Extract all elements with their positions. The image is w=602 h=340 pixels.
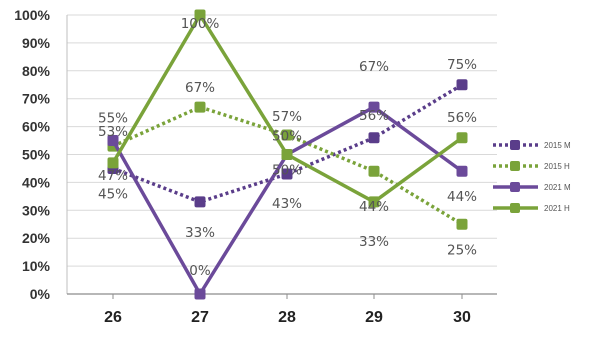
y-tick-label: 70% bbox=[22, 91, 51, 107]
data-point-2021-h bbox=[107, 157, 119, 169]
data-label: 44% bbox=[447, 189, 477, 205]
legend-marker bbox=[510, 161, 520, 171]
x-axis: 26 27 28 29 30 bbox=[67, 293, 497, 326]
legend-label: 2015 M bbox=[544, 141, 571, 150]
data-label: 25% bbox=[447, 242, 477, 258]
y-axis: 0% 10% 20% 30% 40% 50% 60% 70% 80% 90% 100% bbox=[14, 7, 68, 302]
legend-label: 2021 M bbox=[544, 183, 571, 192]
data-point-2015-h bbox=[456, 218, 468, 230]
data-label: 56% bbox=[447, 110, 477, 126]
data-label: 67% bbox=[359, 59, 389, 75]
data-label: 57% bbox=[272, 109, 302, 125]
data-label: 67% bbox=[185, 80, 215, 96]
y-tick-label: 80% bbox=[22, 63, 51, 79]
data-label: 33% bbox=[359, 234, 389, 250]
data-label: 44% bbox=[359, 199, 389, 215]
data-label: 100% bbox=[181, 16, 220, 32]
data-label: 45% bbox=[98, 186, 128, 202]
y-tick-label: 100% bbox=[14, 7, 50, 23]
data-label: 50% bbox=[272, 163, 302, 179]
legend-label: 2021 H bbox=[544, 204, 570, 213]
data-point-2021-h bbox=[281, 149, 293, 160]
data-point-2021-m bbox=[194, 288, 206, 300]
data-point-2021-m bbox=[107, 135, 119, 147]
data-point-2015-h bbox=[194, 101, 206, 113]
data-label: 47% bbox=[98, 168, 128, 184]
data-point-2015-h bbox=[368, 165, 380, 177]
legend: 2015 M 2015 H 2021 M 2021 H bbox=[493, 140, 571, 213]
data-label: 55% bbox=[98, 111, 128, 127]
data-point-2021-m bbox=[456, 165, 468, 177]
x-tick-label: 28 bbox=[278, 309, 296, 326]
data-label: 50% bbox=[272, 129, 302, 145]
data-point-2021-h bbox=[368, 196, 380, 208]
data-point-2021-h bbox=[456, 132, 468, 144]
legend-marker bbox=[510, 182, 520, 192]
legend-marker bbox=[510, 140, 520, 150]
data-point-2021-h bbox=[194, 9, 206, 21]
y-tick-label: 50% bbox=[22, 147, 51, 163]
data-label: 43% bbox=[272, 196, 302, 212]
series-lines bbox=[107, 9, 468, 300]
y-tick-label: 30% bbox=[22, 202, 51, 218]
data-point-2015-m bbox=[281, 168, 293, 180]
data-point-2015-m bbox=[368, 132, 380, 144]
data-point-2015-m bbox=[456, 79, 468, 91]
data-point-2015-h bbox=[281, 129, 293, 141]
y-tick-label: 20% bbox=[22, 230, 51, 246]
y-tick-label: 0% bbox=[30, 286, 51, 302]
y-tick-label: 10% bbox=[22, 258, 51, 274]
legend-label: 2015 H bbox=[544, 162, 570, 171]
data-label: 53% bbox=[98, 124, 128, 140]
data-label: 75% bbox=[447, 57, 477, 73]
data-label: 0% bbox=[189, 263, 211, 279]
data-point-2015-m bbox=[194, 196, 206, 208]
series-line-2015-m bbox=[112, 83, 463, 204]
x-tick-label: 27 bbox=[191, 309, 209, 326]
x-tick-label: 30 bbox=[453, 309, 471, 326]
data-label: 56% bbox=[359, 108, 389, 124]
y-tick-label: 90% bbox=[22, 35, 51, 51]
data-point-2021-m bbox=[368, 101, 380, 113]
y-tick-label: 40% bbox=[22, 174, 51, 190]
legend-marker bbox=[510, 203, 520, 213]
x-tick-label: 26 bbox=[104, 309, 122, 326]
data-labels: 45% 33% 43% 56% 75% 53% 67% 57% 44% 25% 55% 0% 50% 67… bbox=[98, 16, 477, 279]
data-label: 33% bbox=[185, 225, 215, 241]
x-tick-label: 29 bbox=[365, 309, 383, 326]
y-tick-label: 60% bbox=[22, 119, 51, 135]
